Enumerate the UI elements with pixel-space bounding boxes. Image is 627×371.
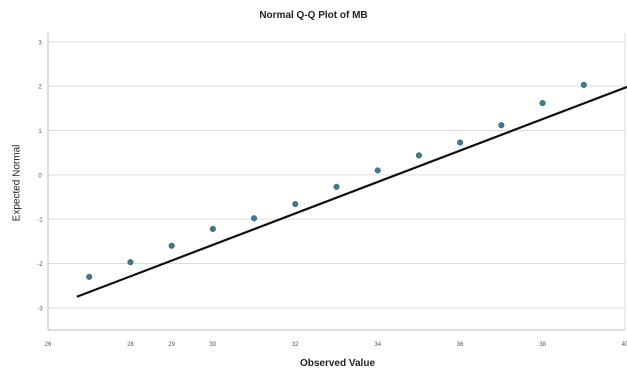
- x-tick-label: 36: [457, 342, 464, 348]
- x-tick-label: 29: [168, 342, 175, 348]
- y-tick-label: 2: [38, 85, 42, 91]
- reference-line: [76, 85, 627, 298]
- y-tick-label: 3: [38, 40, 42, 46]
- data-point: [539, 99, 546, 107]
- x-tick-label: 32: [292, 342, 299, 348]
- data-point: [498, 122, 505, 129]
- data-point: [86, 273, 93, 280]
- data-point: [168, 242, 175, 249]
- x-tick-label: 38: [539, 342, 546, 348]
- x-axis-label: Observed Value: [299, 358, 376, 369]
- data-point: [374, 167, 381, 174]
- x-tick-label: 28: [127, 342, 134, 348]
- x-tick-label: 26: [45, 342, 52, 348]
- y-tick-label: 0: [38, 173, 42, 179]
- data-point: [580, 81, 587, 88]
- chart-title: Normal Q-Q Plot of MB: [259, 10, 368, 21]
- data-point: [127, 259, 134, 266]
- data-point: [251, 215, 258, 222]
- x-tick-label: 30: [210, 342, 217, 348]
- data-point: [457, 139, 464, 146]
- x-tick-label: 34: [374, 342, 381, 348]
- y-axis-label: Expected Normal: [11, 144, 23, 222]
- x-tick-label: 40: [622, 342, 627, 348]
- y-tick-label: -3: [37, 306, 43, 312]
- y-tick-label: -2: [37, 262, 43, 268]
- data-point: [209, 225, 216, 232]
- y-tick-label: -1: [37, 218, 43, 224]
- y-tick-label: 1: [38, 129, 42, 135]
- data-point: [333, 183, 340, 190]
- data-point: [415, 152, 422, 159]
- data-point: [292, 201, 299, 208]
